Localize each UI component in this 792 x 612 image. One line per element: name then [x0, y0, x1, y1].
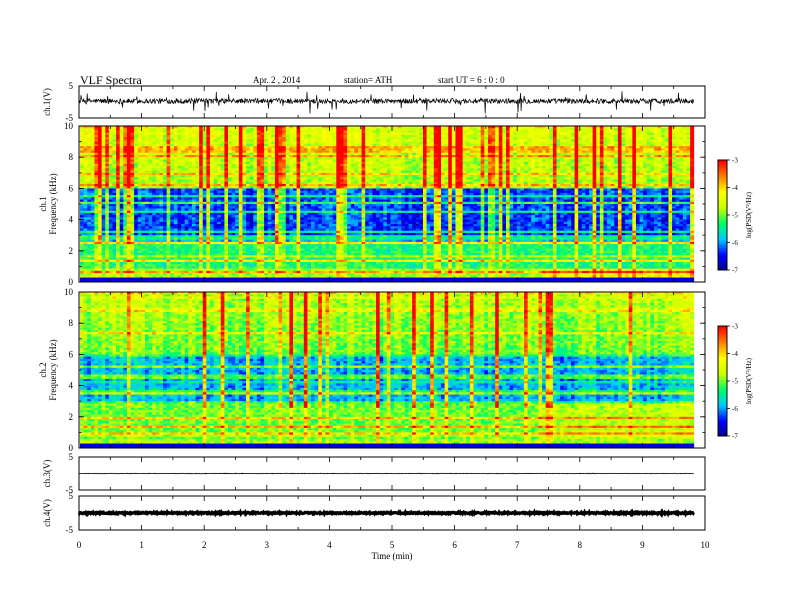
ch1-waveform-panel: 5-5ch.1(V): [42, 81, 705, 123]
y-axis-label: ch.1(V): [42, 88, 52, 116]
y-tick-label: 5: [69, 81, 74, 91]
figure-title: VLF Spectra: [80, 73, 142, 87]
spectrogram-cells: [80, 126, 694, 282]
start-time-label: start UT = 6 : 0 : 0: [438, 75, 505, 85]
waveform-line: [79, 91, 694, 113]
station-label: station= ATH: [344, 75, 393, 85]
date-label: Apr. 2 , 2014: [253, 75, 301, 85]
